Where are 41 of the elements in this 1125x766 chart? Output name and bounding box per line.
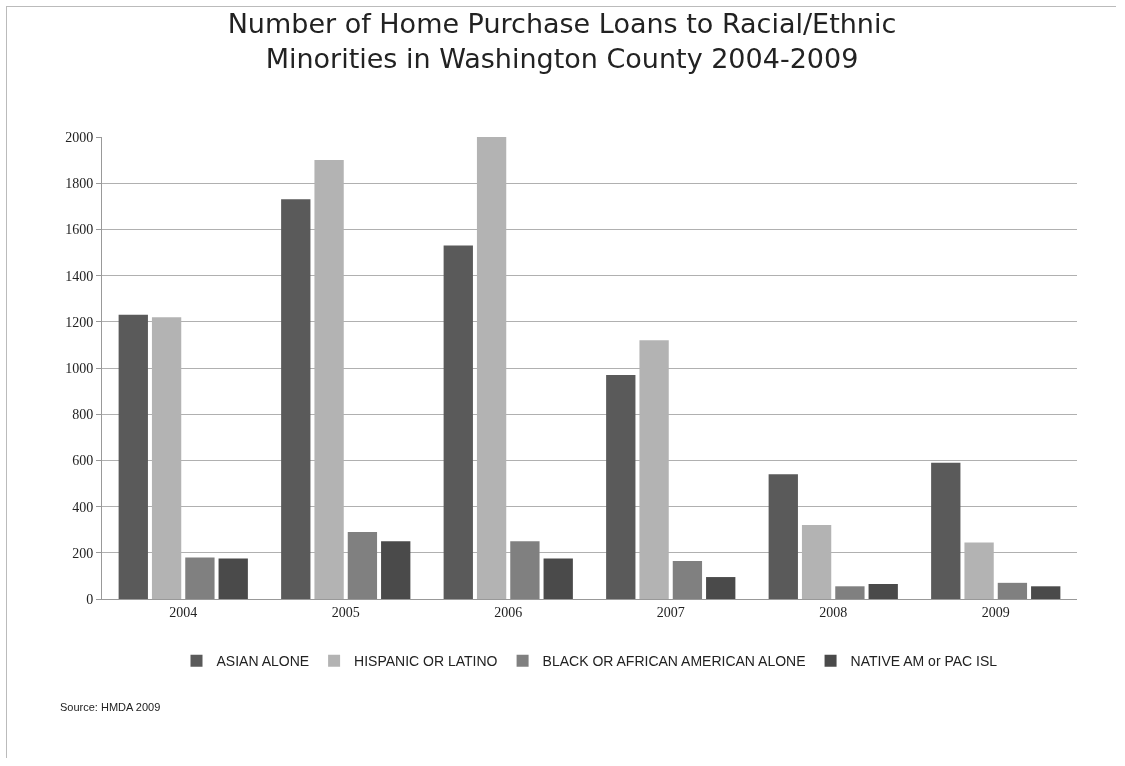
bar	[118, 314, 148, 599]
x-tick-label: 2004	[169, 604, 198, 620]
bar	[1031, 586, 1061, 599]
bar	[835, 586, 865, 599]
x-tick-label: 2005	[331, 604, 360, 620]
bar	[218, 558, 248, 599]
y-tick-label: 1000	[65, 360, 94, 376]
bar	[347, 532, 378, 599]
y-tick-label: 600	[72, 453, 94, 469]
source-note: Source: HMDA 2009	[60, 701, 161, 713]
legend-label: BLACK OR AFRICAN AMERICAN ALONE	[542, 653, 806, 670]
bar	[672, 560, 703, 599]
legend-label: ASIAN ALONE	[216, 653, 310, 670]
bar	[510, 541, 540, 599]
bar	[185, 557, 215, 599]
y-tick-label: 1400	[65, 268, 94, 284]
bar	[443, 245, 473, 599]
bar	[606, 374, 636, 599]
x-tick-label: 2009	[981, 604, 1010, 620]
bar	[931, 462, 961, 599]
bar	[543, 558, 573, 599]
y-tick-label: 200	[72, 545, 94, 561]
bar	[868, 583, 898, 599]
y-tick-label: 800	[72, 407, 94, 423]
legend-label: NATIVE AM or PAC ISL	[850, 653, 998, 670]
y-tick-label: 1600	[65, 222, 94, 238]
bar	[706, 577, 736, 599]
y-tick-label: 1800	[65, 176, 94, 192]
x-tick-label: 2006	[494, 604, 523, 620]
y-tick-label: 400	[72, 499, 94, 515]
y-tick-label: 2000	[65, 129, 94, 145]
bar	[281, 199, 311, 599]
chart-title: Number of Home Purchase Loans to Racial/Ethnic Minorities in Washington County 2004-2009	[227, 8, 897, 75]
bar	[997, 582, 1028, 599]
y-tick-label: 1200	[65, 314, 94, 330]
x-tick-label: 2007	[656, 604, 685, 620]
bar	[768, 474, 798, 599]
legend-label: HISPANIC OR LATINO	[354, 653, 498, 670]
y-tick-label: 0	[86, 591, 94, 607]
bar	[381, 541, 411, 599]
x-tick-label: 2008	[819, 604, 848, 620]
